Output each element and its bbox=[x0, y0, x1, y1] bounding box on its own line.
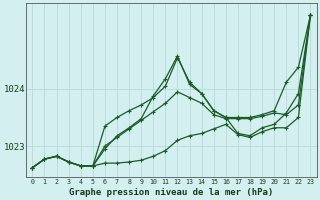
X-axis label: Graphe pression niveau de la mer (hPa): Graphe pression niveau de la mer (hPa) bbox=[69, 188, 274, 197]
